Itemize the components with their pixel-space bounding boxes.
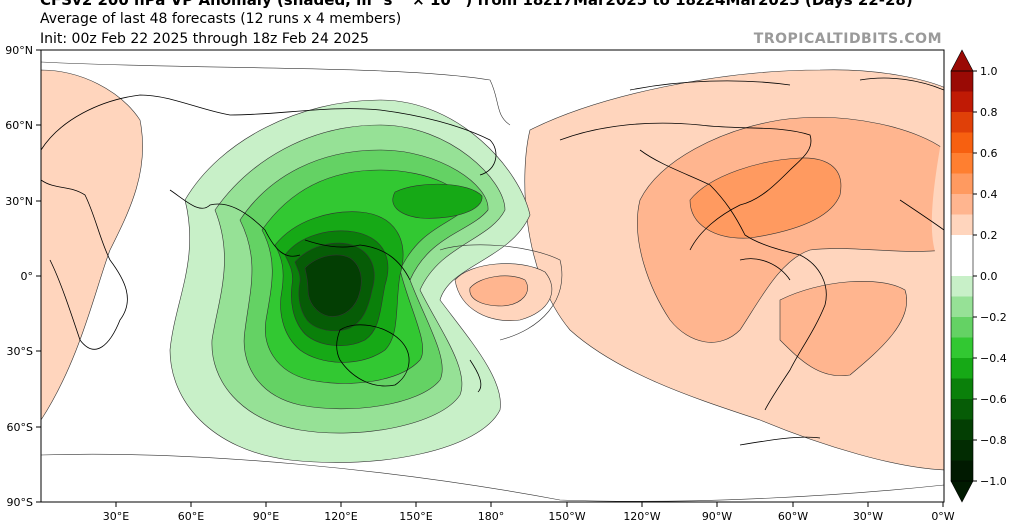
positive-anomaly-region [41, 69, 944, 471]
colorbar-cell [951, 337, 973, 359]
lat-label-30s: 30°S [7, 345, 33, 358]
lon-ticks [115, 502, 944, 507]
colorbar-cell [951, 276, 973, 297]
map-title: CFSv2 200 hPa VP Anomaly (shaded, m² s⁻¹… [40, 0, 913, 9]
colorbar-label-0-8: 0.8 [980, 106, 998, 119]
subtitle-init-range: Init: 00z Feb 22 2025 through 18z Feb 24… [40, 31, 369, 47]
lat-ticks [36, 49, 41, 503]
colorbar-cell [951, 378, 973, 400]
colorbar-top-arrow [950, 49, 974, 72]
coastlines [41, 77, 944, 446]
lon-label-150e: 150°E [399, 510, 432, 523]
lat-labels: 90°N 60°N 30°N 0° 30°S 60°S 90°S [5, 44, 33, 509]
colorbar-labels: 1.0 0.8 0.6 0.4 0.2 0.0 −0.2 −0.4 −0.6 −… [980, 65, 1007, 488]
colorbar-cell [951, 153, 973, 174]
colorbar-cell [951, 91, 973, 113]
lon-label-0w: 0°W [931, 510, 954, 523]
lon-labels: 30°E 60°E 90°E 120°E 150°E 180° 150°W 12… [103, 510, 955, 523]
colorbar-cell [951, 440, 973, 461]
colorbar-label-0-4: 0.4 [980, 188, 998, 201]
colorbar-cell [951, 255, 973, 277]
lon-label-120e: 120°E [324, 510, 357, 523]
zero-contours [41, 61, 944, 502]
colorbar-label-0-0: 0.0 [980, 270, 998, 283]
lat-label-90s: 90°S [7, 496, 33, 509]
colorbar-label-neg-0-8: −0.8 [980, 434, 1007, 447]
colorbar-cell [951, 194, 973, 215]
colorbar-label-1-0: 1.0 [980, 65, 998, 78]
colorbar-cell [951, 460, 973, 482]
lat-label-60n: 60°N [5, 119, 33, 132]
colorbar-bottom-arrow [950, 480, 974, 503]
colorbar-cell [951, 214, 973, 236]
lon-label-90w: 90°W [702, 510, 732, 523]
colorbar-label-0-2: 0.2 [980, 229, 998, 242]
lon-label-60e: 60°E [178, 510, 204, 523]
colorbar-cell [951, 71, 973, 92]
colorbar-label-0-6: 0.6 [980, 147, 998, 160]
map-panel [41, 50, 944, 502]
colorbar-cell [951, 296, 973, 318]
lon-label-90e: 90°E [253, 510, 279, 523]
credit-watermark: TROPICALTIDBITS.COM [753, 31, 942, 47]
colorbar-ticks [973, 70, 977, 482]
colorbar-cell [951, 419, 973, 441]
colorbar-label-neg-0-6: −0.6 [980, 393, 1007, 406]
colorbar: 1.0 0.8 0.6 0.4 0.2 0.0 −0.2 −0.4 −0.6 −… [950, 49, 1007, 503]
lat-label-30n: 30°N [5, 195, 33, 208]
colorbar-cell [951, 132, 973, 154]
lat-label-90n: 90°N [5, 44, 33, 57]
colorbar-label-neg-1-0: −1.0 [980, 475, 1007, 488]
negative-anomaly-region [169, 99, 531, 463]
lon-label-60w: 60°W [778, 510, 808, 523]
colorbar-cell [951, 317, 973, 338]
lat-label-60s: 60°S [7, 421, 33, 434]
lon-label-30e: 30°E [103, 510, 129, 523]
colorbar-cell [951, 358, 973, 379]
colorbar-label-neg-0-4: −0.4 [980, 352, 1007, 365]
subtitle-forecast-average: Average of last 48 forecasts (12 runs x … [40, 11, 402, 27]
lon-label-150w: 150°W [548, 510, 585, 523]
colorbar-cell [951, 173, 973, 195]
lat-label-0: 0° [21, 270, 34, 283]
lon-label-120w: 120°W [623, 510, 660, 523]
lon-label-30w: 30°W [853, 510, 883, 523]
lon-label-180: 180° [478, 510, 505, 523]
colorbar-cell [951, 112, 973, 133]
colorbar-cells [951, 71, 973, 482]
colorbar-cell [951, 399, 973, 420]
colorbar-cell [951, 235, 973, 256]
colorbar-label-neg-0-2: −0.2 [980, 311, 1007, 324]
